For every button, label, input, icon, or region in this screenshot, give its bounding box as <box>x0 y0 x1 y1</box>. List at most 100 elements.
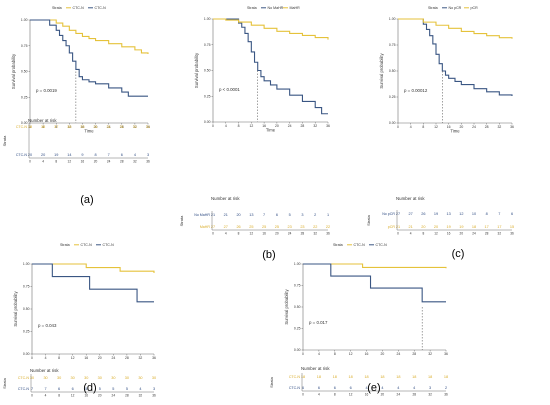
legend: Strata No pCR pCR <box>428 6 478 10</box>
risk-x-tick-label: 0 <box>302 393 304 397</box>
risk-count: 30 <box>152 376 156 380</box>
risk-count: 30 <box>125 376 129 380</box>
risk-count: 31 <box>93 125 97 129</box>
legend-entry: CTC-N <box>354 243 366 247</box>
risk-count: 18 <box>349 375 353 379</box>
risk-count: 5 <box>289 213 291 217</box>
risk-x-tick-label: 0 <box>397 232 399 236</box>
x-tick-label: 28 <box>120 125 124 129</box>
risk-count: 18 <box>317 375 321 379</box>
x-tick-label: 8 <box>422 125 424 129</box>
legend-entry: CTC-N <box>81 243 93 247</box>
risk-x-tick-label: 28 <box>412 393 416 397</box>
x-tick-label: 20 <box>94 125 98 129</box>
x-tick-label: 4 <box>45 356 47 360</box>
risk-count: 6 <box>318 386 320 390</box>
risk-x-tick-label: 36 <box>510 232 514 236</box>
risk-count: 18 <box>428 375 432 379</box>
risk-x-tick-label: 20 <box>460 232 464 236</box>
x-tick-label: 8 <box>238 124 240 128</box>
risk-count: 18 <box>472 225 476 229</box>
legend: Strata No MaHR MaHR <box>247 6 300 10</box>
risk-count: 10 <box>472 212 476 216</box>
legend-entry: pCR <box>471 6 479 10</box>
risk-x-tick-label: 20 <box>275 232 279 236</box>
risk-count: 14 <box>67 153 71 157</box>
risk-count: 38 <box>41 125 45 129</box>
risk-x-tick-label: 36 <box>152 394 156 398</box>
legend: Strata CTC-N CTC-N <box>60 243 114 247</box>
risk-x-tick-label: 0 <box>212 232 214 236</box>
x-tick-label: 8 <box>334 352 336 356</box>
km-panel-b: Strata No MaHR MaHR 0.00 0.25 0.50 0.75 1.00 0 4 8… <box>179 6 330 261</box>
risk-count: 31 <box>146 125 150 129</box>
legend-entry: CTC-N <box>103 243 115 247</box>
risk-x-tick-label: 28 <box>301 232 305 236</box>
x-tick-label: 12 <box>249 124 253 128</box>
risk-count: 20 <box>421 225 425 229</box>
y-tick-label: 0.00 <box>204 120 211 124</box>
y-tick-label: 1.00 <box>204 17 211 21</box>
risk-count: 6 <box>350 386 352 390</box>
risk-count: 27 <box>409 212 413 216</box>
x-axis-label: Time <box>84 129 94 134</box>
risk-count: 33 <box>80 125 84 129</box>
x-tick-label: 24 <box>111 356 115 360</box>
p-value: p = 0.017 <box>309 320 328 325</box>
risk-count: 21 <box>211 213 215 217</box>
y-tick-label: 0.25 <box>23 330 30 334</box>
risk-x-tick-label: 20 <box>94 160 98 164</box>
risk-count: 4 <box>139 387 141 391</box>
risk-x-tick-label: 12 <box>71 394 75 398</box>
risk-count: 20 <box>434 225 438 229</box>
legend-title: Strata <box>333 243 343 247</box>
legend-title: Strata <box>52 6 62 10</box>
risk-count: 4 <box>365 386 367 390</box>
panel-label: (c) <box>452 248 465 260</box>
legend-entry: CTC-N <box>95 6 107 10</box>
risk-count: 18 <box>301 375 305 379</box>
survival-curve-1 <box>398 18 513 39</box>
risk-x-tick-label: 16 <box>84 394 88 398</box>
risk-x-tick-label: 24 <box>112 394 116 398</box>
risk-count: 30 <box>30 376 34 380</box>
x-tick-label: 4 <box>410 125 412 129</box>
risk-count: 26 <box>236 225 240 229</box>
x-tick-label: 0 <box>302 352 304 356</box>
risk-count: 17 <box>497 225 501 229</box>
risk-row-label: MaHR <box>200 225 211 229</box>
risk-count: 19 <box>459 225 463 229</box>
x-tick-label: 32 <box>139 356 143 360</box>
risk-x-tick-label: 12 <box>68 160 72 164</box>
x-axis-label: Time <box>266 128 276 133</box>
risk-count: 17 <box>485 225 489 229</box>
y-tick-label: 0.00 <box>21 121 28 125</box>
risk-count: 7 <box>498 212 500 216</box>
x-tick-label: 36 <box>152 356 156 360</box>
risk-count: 36 <box>67 125 71 129</box>
risk-x-tick-label: 4 <box>45 394 47 398</box>
p-value: p = 0.0019 <box>36 88 57 93</box>
y-axis-label: Survival probability <box>13 291 18 327</box>
survival-curve-1 <box>32 263 154 303</box>
risk-count: 23 <box>288 225 292 229</box>
risk-count: 27 <box>211 225 215 229</box>
risk-row-label: CTC-N <box>289 375 301 379</box>
risk-row-label: CTC-N <box>289 386 301 390</box>
survival-curve-1 <box>30 19 148 97</box>
y-axis-label: Survival probability <box>379 53 384 89</box>
x-tick-label: 32 <box>313 124 317 128</box>
risk-count: 31 <box>120 125 124 129</box>
legend-title: Strata <box>60 243 70 247</box>
y-tick-label: 0.50 <box>204 69 211 73</box>
risk-count: 23 <box>300 225 304 229</box>
risk-count: 18 <box>333 375 337 379</box>
risk-x-tick-label: 32 <box>313 232 317 236</box>
risk-x-tick-label: 4 <box>42 160 44 164</box>
x-tick-label: 16 <box>365 352 369 356</box>
risk-row-label: No pCR <box>382 212 395 216</box>
y-tick-label: 0.50 <box>23 307 30 311</box>
